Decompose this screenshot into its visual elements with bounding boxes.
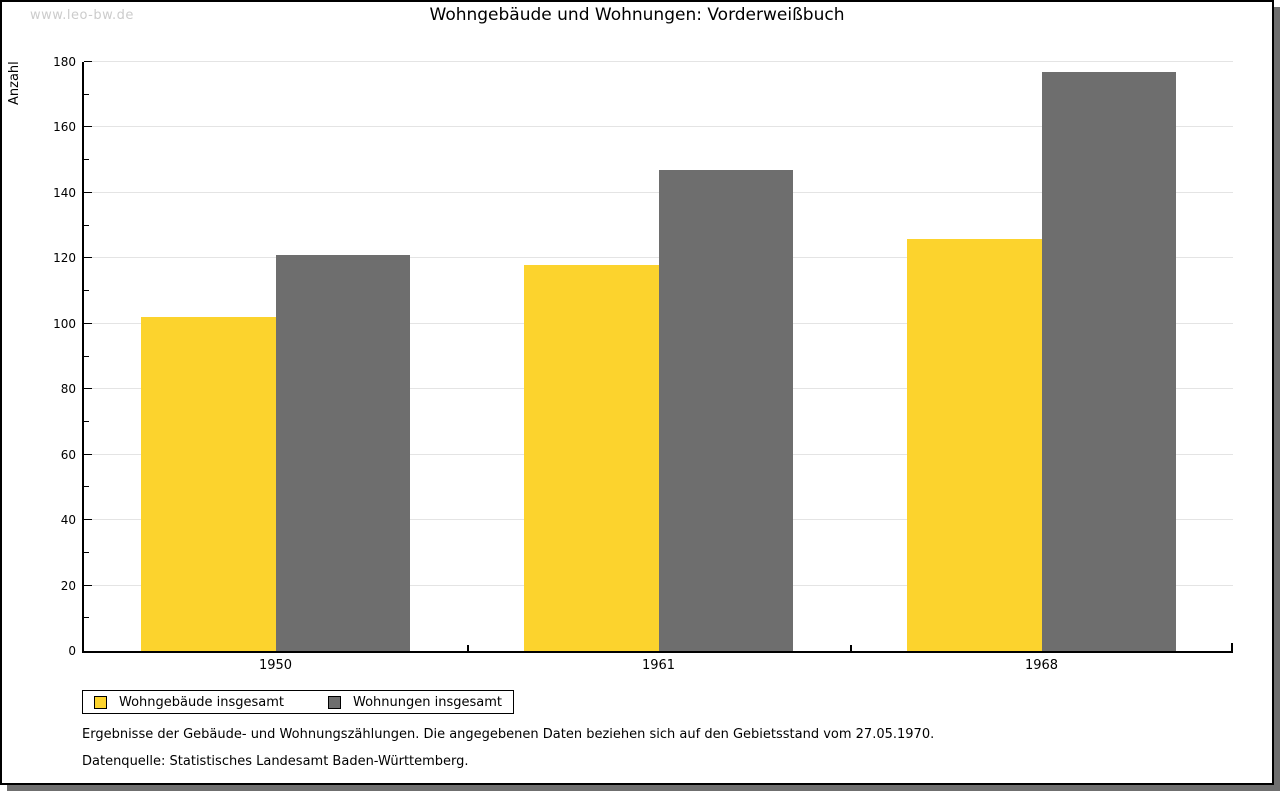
legend-swatch-icon	[94, 695, 107, 709]
y-tick-label: 160	[53, 120, 76, 135]
y-minor-tick	[84, 551, 89, 553]
y-tick-label: 40	[60, 513, 76, 528]
y-major-tick	[84, 519, 92, 521]
legend-item: Wohngebäude insgesamt	[94, 695, 284, 710]
x-category-label: 1950	[258, 658, 293, 673]
bar-1968-series-0	[907, 238, 1042, 651]
footnote-note: Ergebnisse der Gebäude- und Wohnungszähl…	[82, 727, 935, 742]
plot-area	[82, 61, 1233, 653]
y-major-tick	[84, 584, 92, 586]
y-major-tick	[84, 388, 92, 390]
x-axis-end-tick	[1231, 643, 1233, 651]
bar-1968-series-1	[1041, 71, 1176, 651]
y-tick-label: 0	[68, 644, 76, 658]
y-major-tick	[84, 453, 92, 455]
gridline	[84, 61, 1233, 62]
y-minor-tick	[84, 159, 89, 161]
legend-label: Wohngebäude insgesamt	[119, 694, 284, 710]
bar-1950-series-1	[275, 255, 410, 651]
legend: Wohngebäude insgesamt Wohnungen insgesamt	[82, 690, 514, 714]
legend-swatch-icon	[328, 695, 341, 709]
y-tick-label: 80	[60, 382, 76, 397]
bar-1961-series-0	[524, 264, 659, 651]
legend-item: Wohnungen insgesamt	[328, 695, 502, 710]
x-axis-tick	[850, 645, 852, 651]
y-minor-tick	[84, 224, 89, 226]
x-category-label: 1968	[1024, 658, 1059, 673]
y-minor-tick	[84, 290, 89, 292]
y-tick-label: 100	[53, 316, 76, 331]
chart-title: Wohngebäude und Wohnungen: Vorderweißbuc…	[429, 5, 845, 25]
y-major-tick	[84, 191, 92, 193]
bar-1961-series-1	[658, 169, 793, 651]
bar-1950-series-0	[141, 317, 276, 651]
y-tick-label: 60	[60, 447, 76, 462]
y-minor-tick	[84, 617, 89, 619]
y-major-tick	[84, 61, 92, 62]
y-minor-tick	[84, 486, 89, 488]
legend-label: Wohnungen insgesamt	[353, 694, 502, 710]
y-minor-tick	[84, 420, 89, 422]
y-minor-tick	[84, 93, 89, 95]
y-tick-label: 120	[53, 251, 76, 266]
footnote-source: Datenquelle: Statistisches Landesamt Bad…	[82, 754, 469, 769]
y-major-tick	[84, 257, 92, 259]
y-tick-label: 20	[60, 578, 76, 593]
y-minor-tick	[84, 355, 89, 357]
x-category-label: 1961	[641, 658, 676, 673]
y-major-tick	[84, 322, 92, 324]
gridline	[84, 126, 1233, 128]
watermark: www.leo-bw.de	[30, 8, 134, 23]
y-major-tick	[84, 126, 92, 128]
x-axis-tick	[467, 645, 469, 651]
y-tick-label: 140	[53, 185, 76, 200]
y-tick-label: 180	[53, 55, 76, 69]
